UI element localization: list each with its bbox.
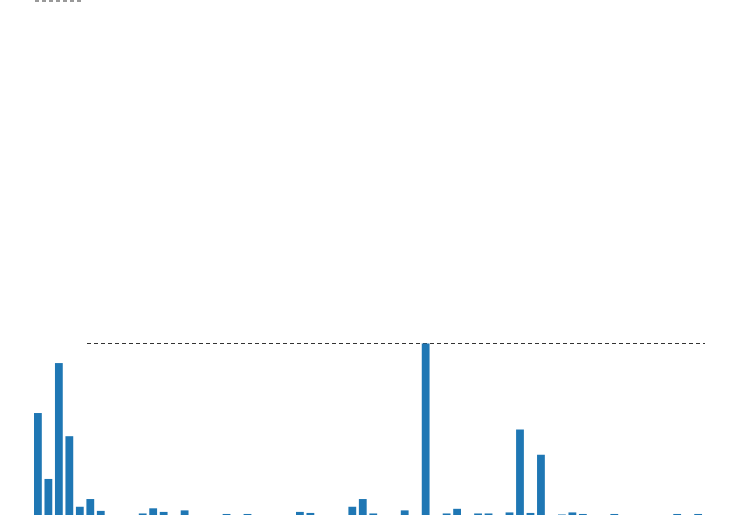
bar-20: [243, 513, 252, 515]
bar-55: [610, 513, 619, 515]
bar-31: [358, 499, 367, 515]
bar-61: [673, 513, 682, 515]
bar-45: [505, 512, 514, 515]
bar-32: [369, 513, 378, 515]
bar-12: [159, 511, 168, 515]
bar-30: [348, 506, 357, 515]
bar-14: [180, 510, 189, 515]
bar-26: [306, 512, 315, 515]
bar-42: [474, 513, 482, 515]
bar-52: [578, 513, 587, 515]
bar-11: [149, 508, 158, 515]
bar-37: [421, 343, 430, 515]
bar-25: [296, 511, 304, 515]
bar-40: [453, 508, 461, 515]
bar-5: [86, 499, 95, 515]
bar-0: [34, 413, 42, 515]
bar-3: [65, 436, 74, 515]
bar-46: [516, 429, 524, 515]
bar-48: [537, 454, 545, 515]
bar-18: [222, 513, 231, 515]
bar-1: [44, 478, 53, 515]
bar-35: [400, 510, 409, 515]
bar-6: [96, 510, 105, 515]
bar-4: [75, 506, 84, 515]
bar-63: [694, 513, 703, 515]
bar-43: [484, 513, 493, 515]
bar-2: [54, 363, 63, 515]
bar-10: [138, 513, 147, 515]
bar-51: [568, 512, 577, 515]
bars-group: [34, 343, 703, 515]
bar-47: [526, 512, 535, 515]
bar-39: [442, 513, 451, 515]
